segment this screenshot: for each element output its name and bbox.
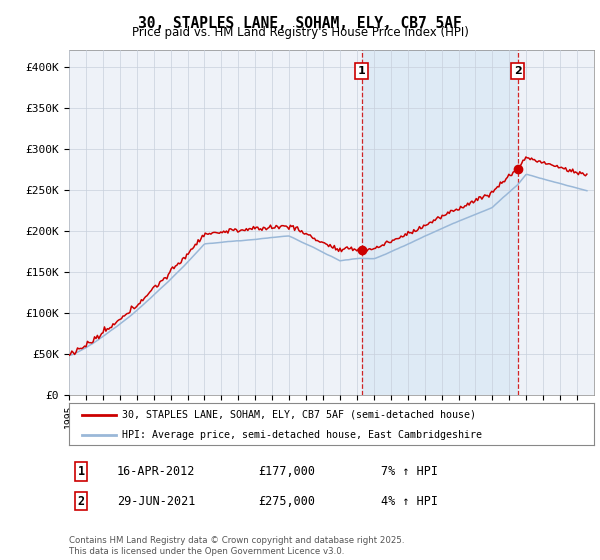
Text: 30, STAPLES LANE, SOHAM, ELY, CB7 5AF: 30, STAPLES LANE, SOHAM, ELY, CB7 5AF [138,16,462,31]
Text: 4% ↑ HPI: 4% ↑ HPI [381,494,438,508]
Text: £177,000: £177,000 [258,465,315,478]
Text: 2: 2 [514,66,521,76]
Text: HPI: Average price, semi-detached house, East Cambridgeshire: HPI: Average price, semi-detached house,… [121,430,482,440]
Text: Price paid vs. HM Land Registry's House Price Index (HPI): Price paid vs. HM Land Registry's House … [131,26,469,39]
Text: 29-JUN-2021: 29-JUN-2021 [117,494,196,508]
Text: 1: 1 [358,66,365,76]
Text: 30, STAPLES LANE, SOHAM, ELY, CB7 5AF (semi-detached house): 30, STAPLES LANE, SOHAM, ELY, CB7 5AF (s… [121,410,476,420]
Text: Contains HM Land Registry data © Crown copyright and database right 2025.
This d: Contains HM Land Registry data © Crown c… [69,536,404,556]
Text: 1: 1 [77,465,85,478]
Text: 16-APR-2012: 16-APR-2012 [117,465,196,478]
Bar [362,50,518,395]
Text: £275,000: £275,000 [258,494,315,508]
Text: 7% ↑ HPI: 7% ↑ HPI [381,465,438,478]
Text: 2: 2 [77,494,85,508]
